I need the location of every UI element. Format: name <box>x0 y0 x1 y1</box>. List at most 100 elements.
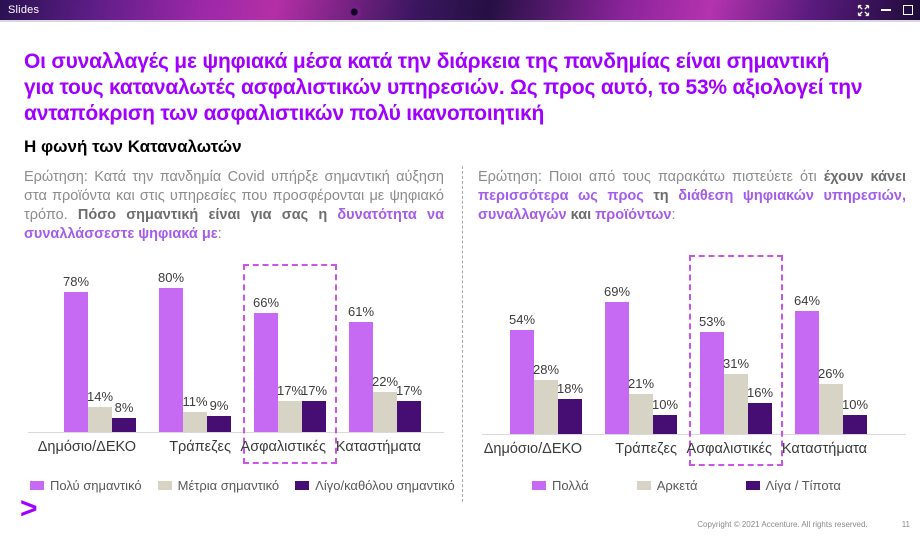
slide-heading-line: Οι συναλλαγές με ψηφιακά μέσα κατά την δ… <box>24 50 830 73</box>
question-segment: διάθεση ψηφιακών υπηρεσιών, συναλλαγών <box>478 188 907 223</box>
bar-value-label: 17% <box>300 383 328 398</box>
question-segment: και <box>570 207 596 223</box>
bar-cell: 14% <box>87 389 113 432</box>
question-segment: δυνατότητα να συναλλάσσεστε ψηφιακά με <box>24 207 445 242</box>
bar-cell: 28% <box>533 362 559 434</box>
bar <box>112 418 136 432</box>
question-segment: περισσότερα ως προς <box>478 188 654 204</box>
legend-label: Λίγα / Τίποτα <box>765 478 841 493</box>
bar <box>278 401 302 432</box>
bar-cell: 26% <box>818 366 844 434</box>
bar-value-label: 9% <box>209 398 229 413</box>
page-number: 11 <box>901 520 910 529</box>
bar <box>748 403 772 434</box>
legend-item: Λίγο/καθόλου σημαντικό <box>295 478 455 493</box>
bar <box>159 288 183 432</box>
bar-value-label: 53% <box>698 314 726 329</box>
bar <box>653 415 677 434</box>
x-axis-line <box>28 432 444 433</box>
bar <box>510 330 534 434</box>
bar <box>724 374 748 434</box>
bar-cell: 66% <box>253 295 279 432</box>
footer: Copyright © 2021 Accenture. All rights r… <box>697 520 910 529</box>
bar-group: 61% 22% 17% Καταστήματα <box>336 252 422 459</box>
bar-cell: 64% <box>794 293 820 434</box>
bar-groups: 54% 28% 18% Δημόσιο/ΔΕΚΟ 69% 21% 10% Τράπεζες 53… <box>484 243 906 466</box>
left-question-text: Ερώτηση: Κατά την πανδημία Covid υπήρξε … <box>24 168 444 244</box>
vertical-dashed-divider <box>462 166 463 502</box>
bar-value-label: 69% <box>603 284 631 299</box>
category-label: Καταστήματα <box>781 441 868 457</box>
bar-cell: 69% <box>604 284 630 434</box>
bar-value-label: 64% <box>793 293 821 308</box>
bar-group: 64% 26% 10% Καταστήματα <box>782 243 868 461</box>
bar <box>88 407 112 432</box>
bar <box>558 399 582 434</box>
minimize-icon[interactable] <box>879 4 892 17</box>
bar-cell: 31% <box>723 356 749 434</box>
slide-heading-line: ανταπόκριση των ασφαλιστικών πολύ ικανοπ… <box>24 102 545 125</box>
x-axis-line <box>482 434 906 435</box>
slide-heading: Οι συναλλαγές με ψηφιακά μέσα κατά την δ… <box>24 49 896 127</box>
category-label: Τράπεζες <box>169 439 231 455</box>
bar-cell: 10% <box>842 397 868 434</box>
category-label: Καταστήματα <box>335 439 422 455</box>
bar <box>183 412 207 432</box>
bar-value-label: 28% <box>532 362 560 377</box>
bar <box>207 416 231 432</box>
legend-swatch-secondary <box>636 481 651 490</box>
legend-swatch-tertiary <box>295 481 310 490</box>
bar-cell: 80% <box>158 270 184 432</box>
bar <box>302 401 326 432</box>
bar-cell: 18% <box>557 381 583 434</box>
accenture-logo: > <box>20 492 37 525</box>
bar-groups: 78% 14% 8% Δημόσιο/ΔΕΚΟ 80% 11% 9% Τράπεζες 66% 1… <box>38 252 444 464</box>
bar-value-label: 80% <box>157 270 185 285</box>
bar <box>605 302 629 434</box>
question-segment: έχουν κάνει <box>823 169 906 185</box>
legend-swatch-primary <box>30 481 44 490</box>
bar-value-label: 10% <box>841 397 869 412</box>
legend-item: Λίγα / Τίποτα <box>745 478 841 493</box>
question-segment: : <box>217 226 222 242</box>
legend-label: Αρκετά <box>656 478 698 493</box>
bar-value-label: 78% <box>62 274 90 289</box>
bar-value-label: 26% <box>817 366 845 381</box>
legend-label: Πολλά <box>552 478 589 493</box>
legend-label: Πολύ σημαντικό <box>50 478 142 493</box>
bar <box>397 401 421 432</box>
bar-group-plot: 69% 21% 10% <box>604 243 678 434</box>
category-label: Δημόσιο/ΔΕΚΟ <box>37 439 137 455</box>
legend-swatch-tertiary <box>745 481 760 490</box>
question-segment: τη <box>653 188 679 204</box>
bar <box>700 332 724 434</box>
bar-group-plot: 53% 31% 16% <box>698 243 773 434</box>
bar <box>629 394 653 434</box>
bar-cell: 17% <box>301 383 327 432</box>
bar-cell: 10% <box>652 397 678 434</box>
left-chart-legend: Πολύ σημαντικό Μέτρια σημαντικό Λίγο/καθ… <box>30 478 455 493</box>
bar <box>254 313 278 432</box>
bar-value-label: 8% <box>114 400 134 415</box>
window-title: Slides <box>8 4 40 16</box>
legend-item: Πολύ σημαντικό <box>30 478 142 493</box>
bar-value-label: 54% <box>508 312 536 327</box>
bar-group: 69% 21% 10% Τράπεζες <box>604 243 678 461</box>
legend-swatch-secondary <box>157 481 172 490</box>
bar-group: 53% 31% 16% Ασφαλιστικές <box>687 243 783 466</box>
maximize-icon[interactable] <box>901 4 914 17</box>
bar-group-plot: 54% 28% 18% <box>508 243 583 434</box>
bar-value-label: 10% <box>651 397 679 412</box>
bar-group-plot: 61% 22% 17% <box>348 252 422 432</box>
bar-group: 66% 17% 17% Ασφαλιστικές <box>241 252 337 464</box>
bar <box>373 392 397 432</box>
bar-group: 54% 28% 18% Δημόσιο/ΔΕΚΟ <box>484 243 583 461</box>
category-label: Ασφαλιστικές <box>240 439 327 455</box>
slide-heading-line: για τους καταναλωτές ασφαλιστικών υπηρεσ… <box>24 76 863 99</box>
slide-subtitle: Η φωνή των Καταναλωτών <box>24 137 242 156</box>
right-bar-chart: 54% 28% 18% Δημόσιο/ΔΕΚΟ 69% 21% 10% Τράπεζες 53… <box>478 243 906 466</box>
expand-icon[interactable] <box>857 4 870 17</box>
bar-value-label: 17% <box>276 383 304 398</box>
window-titlebar: Slides <box>0 0 920 22</box>
